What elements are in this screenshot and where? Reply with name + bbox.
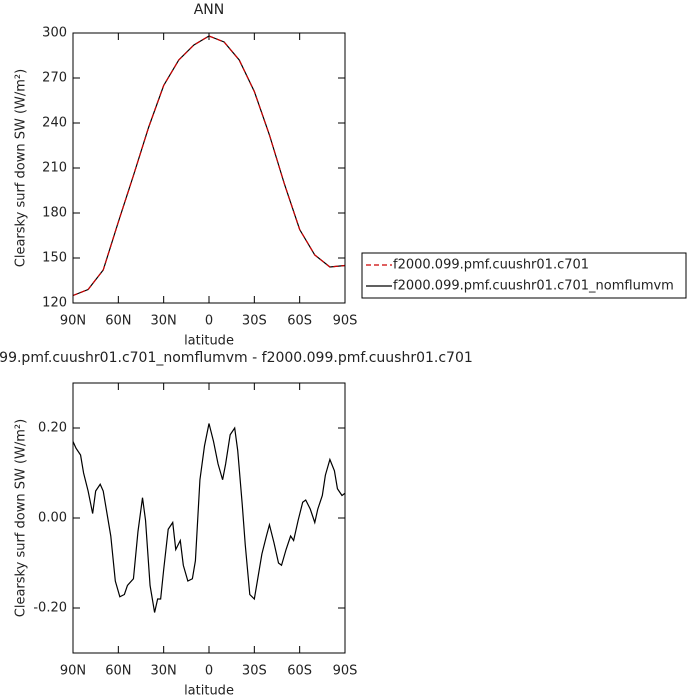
x-tick-label: 90S xyxy=(333,664,358,679)
x-tick-label: 30S xyxy=(242,314,267,329)
legend-label: f2000.099.pmf.cuushr01.c701 xyxy=(393,258,589,273)
y-axis-label: Clearsky surf down SW (W/m²) xyxy=(14,419,29,617)
x-tick-label: 30N xyxy=(151,314,177,329)
x-tick-label: 60N xyxy=(105,314,131,329)
y-tick-label: 300 xyxy=(42,26,67,41)
plot-frame xyxy=(72,32,346,304)
legend-box xyxy=(361,252,687,299)
x-tick-label: 60S xyxy=(287,664,312,679)
y-tick-label: -0.20 xyxy=(33,601,67,616)
y-tick-label: 0.20 xyxy=(38,421,67,436)
y-tick-label: 210 xyxy=(42,161,67,176)
data-line xyxy=(72,423,346,613)
chart-title: f2000.099.pmf.cuushr01.c701_nomflumvm - … xyxy=(0,350,473,366)
x-tick-label: 0 xyxy=(205,664,213,679)
data-line xyxy=(72,35,346,297)
x-tick-label: 90S xyxy=(333,314,358,329)
y-tick-label: 0.00 xyxy=(38,511,67,526)
x-axis-label: latitude xyxy=(184,334,234,349)
x-axis-label: latitude xyxy=(184,684,234,699)
x-tick-label: 60S xyxy=(287,314,312,329)
plot-frame xyxy=(72,382,346,654)
x-tick-label: 60N xyxy=(105,664,131,679)
x-tick-label: 30N xyxy=(151,664,177,679)
legend-label: f2000.099.pmf.cuushr01.c701_nomflumvm xyxy=(393,279,674,294)
y-tick-label: 270 xyxy=(42,71,67,86)
x-tick-label: 30S xyxy=(242,664,267,679)
y-axis-label: Clearsky surf down SW (W/m²) xyxy=(14,69,29,267)
y-tick-label: 120 xyxy=(42,296,67,311)
data-line xyxy=(72,35,346,297)
y-tick-label: 180 xyxy=(42,206,67,221)
x-tick-label: 0 xyxy=(205,314,213,329)
x-tick-label: 90N xyxy=(60,314,86,329)
y-tick-label: 240 xyxy=(42,116,67,131)
chart-title: ANN xyxy=(194,2,225,18)
y-tick-label: 150 xyxy=(42,251,67,266)
x-tick-label: 90N xyxy=(60,664,86,679)
